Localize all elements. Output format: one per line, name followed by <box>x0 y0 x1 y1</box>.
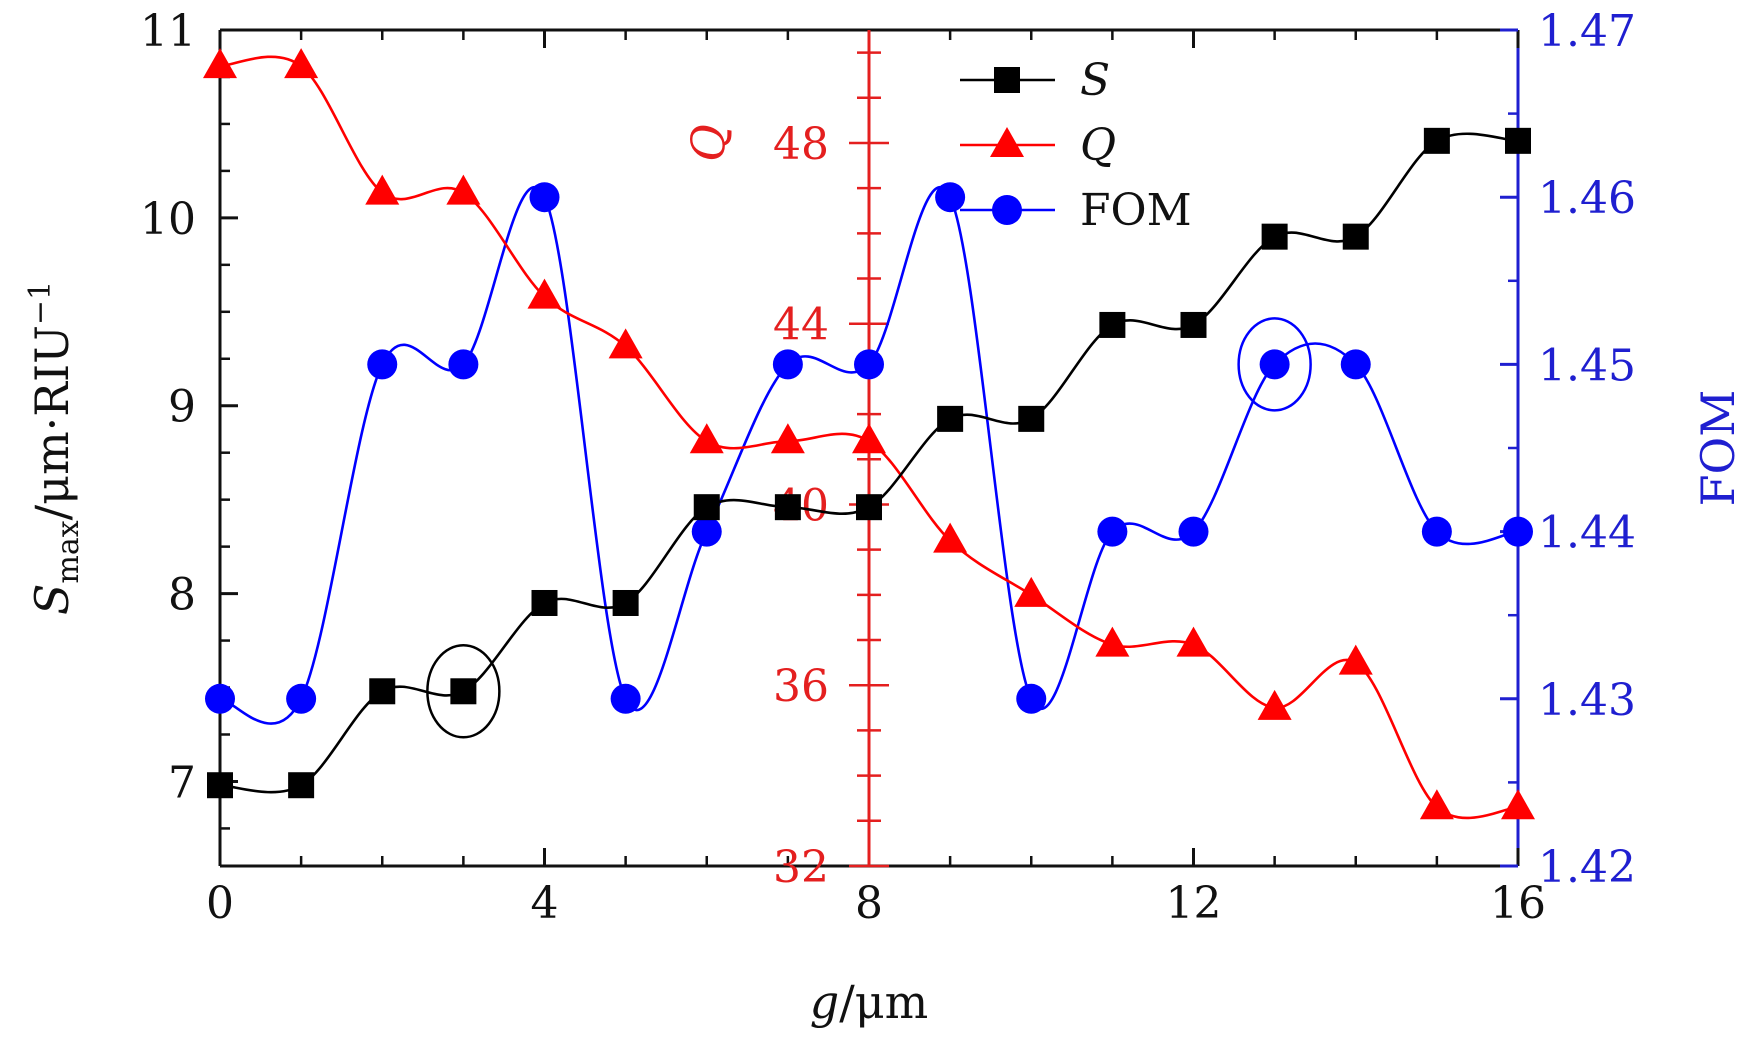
legend-label-s: S <box>1080 55 1110 106</box>
series-point-s <box>450 678 477 705</box>
left-tick-label: 7 <box>168 757 196 808</box>
series-point-fom <box>1340 349 1371 380</box>
series-point-s <box>1261 223 1288 250</box>
series-point-q <box>1501 789 1535 820</box>
x-tick-label: 0 <box>206 878 234 929</box>
series-point-q <box>203 48 237 79</box>
series-point-q <box>608 328 643 359</box>
series-point-q <box>446 174 481 205</box>
series-point-fom <box>1503 516 1533 547</box>
series-point-q <box>1338 644 1373 675</box>
q-axis-title: Q <box>681 124 735 162</box>
legend-marker-s <box>994 67 1020 93</box>
x-axis-title-unit: /μm <box>839 975 928 1029</box>
series-point-s <box>774 494 801 521</box>
left-axis-title-part: /μm·RIU <box>25 325 79 520</box>
series-point-s <box>369 678 396 705</box>
series-point-q <box>1176 626 1211 657</box>
series-point-s <box>612 589 639 616</box>
right-axis-title: FOM <box>1691 390 1745 507</box>
series-point-q <box>365 174 400 205</box>
series-point-q <box>770 423 805 454</box>
right-tick-label: 1.45 <box>1538 340 1636 391</box>
q-tick-label: 48 <box>773 119 829 170</box>
series-point-s <box>1342 223 1369 250</box>
series-point-fom <box>935 182 966 213</box>
series-point-s <box>1505 127 1531 154</box>
series-point-fom <box>610 683 641 714</box>
series-point-s <box>531 589 558 616</box>
legend-marker-fom <box>992 195 1022 225</box>
series-point-fom <box>1178 516 1209 547</box>
left-axis-title: Smax/μm·RIU−1 <box>23 281 86 615</box>
right-tick-label: 1.43 <box>1538 675 1636 726</box>
series-point-s <box>1018 405 1045 432</box>
q-tick-label: 36 <box>773 661 829 712</box>
series-point-q <box>1095 626 1130 657</box>
left-tick-label: 11 <box>140 6 196 57</box>
series-point-s <box>207 772 233 799</box>
series-point-fom <box>529 182 560 213</box>
series-point-s <box>856 494 882 521</box>
series-point-s <box>693 494 720 521</box>
series-point-fom <box>1421 516 1452 547</box>
x-tick-label: 12 <box>1166 878 1222 929</box>
x-axis-title-variable: g <box>810 975 839 1029</box>
left-tick-label: 10 <box>140 194 196 245</box>
right-tick-label: 1.42 <box>1538 842 1636 893</box>
legend-label-q: Q <box>1080 120 1116 171</box>
series-point-fom <box>1097 516 1128 547</box>
series-point-q <box>689 423 724 454</box>
series-point-s <box>1423 127 1450 154</box>
series-point-q <box>1014 576 1049 607</box>
left-axis-title-part: −1 <box>23 281 58 325</box>
x-axis-title: g/μm <box>810 975 928 1029</box>
series-line-fom <box>219 186 1519 725</box>
x-tick-label: 16 <box>1490 878 1546 929</box>
right-tick-label: 1.44 <box>1538 508 1636 559</box>
q-tick-label: 44 <box>773 300 829 351</box>
legend-marker-q <box>990 127 1024 157</box>
left-tick-label: 9 <box>168 382 196 433</box>
left-axis-title-part: max <box>51 520 86 583</box>
left-tick-label: 8 <box>168 570 196 621</box>
series-point-q <box>1257 689 1292 720</box>
series-point-fom <box>367 349 398 380</box>
q-tick-label: 32 <box>773 842 829 893</box>
series-point-fom <box>448 349 479 380</box>
series-point-q <box>852 423 886 454</box>
left-axis-title-part: S <box>25 584 79 616</box>
series-point-q <box>1419 789 1454 820</box>
series-point-q <box>933 522 968 553</box>
series-point-fom <box>1016 683 1047 714</box>
annotation-ellipse-s <box>426 644 501 739</box>
series-point-fom <box>691 516 722 547</box>
series-point-fom <box>205 683 235 714</box>
series-point-fom <box>854 349 884 380</box>
series-point-s <box>1099 311 1126 338</box>
series-point-fom <box>286 683 317 714</box>
series-point-s <box>937 405 964 432</box>
series-point-q <box>284 48 319 79</box>
right-tick-label: 1.47 <box>1538 6 1636 57</box>
right-tick-label: 1.46 <box>1538 173 1636 224</box>
series-point-s <box>288 772 315 799</box>
series-point-q <box>527 278 562 309</box>
legend-label-fom: FOM <box>1080 185 1192 236</box>
x-tick-label: 4 <box>531 878 559 929</box>
x-tick-label: 8 <box>855 878 883 929</box>
annotation-ellipse-fom <box>1237 317 1312 412</box>
series-point-fom <box>772 349 803 380</box>
series-point-s <box>1180 311 1207 338</box>
series-point-fom <box>1259 349 1290 380</box>
